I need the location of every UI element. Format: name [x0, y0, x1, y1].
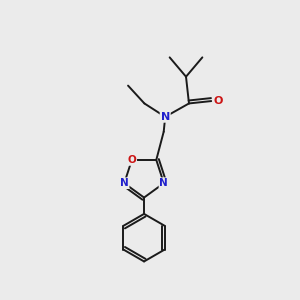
Text: N: N — [120, 178, 129, 188]
Text: O: O — [213, 96, 223, 106]
Text: O: O — [128, 155, 136, 165]
Text: N: N — [160, 112, 170, 122]
Text: N: N — [160, 178, 168, 188]
